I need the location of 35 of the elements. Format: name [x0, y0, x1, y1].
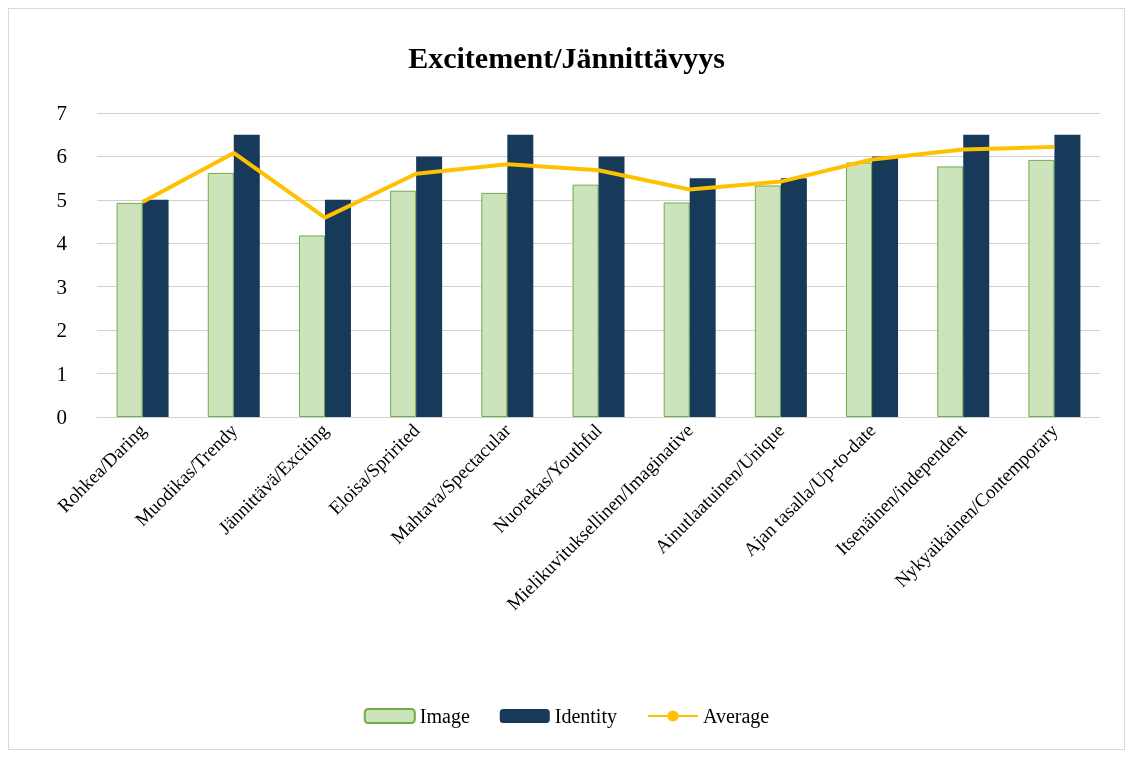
bar	[481, 192, 508, 417]
bar	[116, 202, 143, 417]
bar	[142, 199, 169, 417]
bar	[207, 172, 234, 417]
bar	[390, 190, 417, 417]
y-tick-label: 4	[56, 231, 68, 256]
bar	[507, 134, 534, 417]
bar	[846, 162, 873, 417]
bar	[598, 156, 625, 417]
bar	[298, 235, 325, 417]
y-tick-label: 0	[56, 405, 67, 429]
chart-title: Excitement/Jännittävyys	[408, 40, 725, 74]
bar	[963, 134, 990, 417]
bar	[780, 178, 807, 417]
bar	[416, 156, 443, 417]
legend-label: Average	[702, 705, 770, 728]
bar	[754, 185, 781, 417]
bar	[937, 166, 964, 417]
y-tick-label: 3	[56, 274, 67, 299]
legend-label: Identity	[554, 705, 617, 728]
bar	[663, 202, 690, 417]
bar	[1028, 159, 1055, 417]
y-tick-label: 2	[56, 318, 67, 343]
y-tick-label: 7	[56, 101, 67, 125]
legend-label: Image	[419, 705, 470, 728]
bar	[233, 134, 260, 417]
bar	[872, 156, 899, 417]
bar	[324, 199, 351, 417]
bar	[1054, 134, 1081, 417]
bar	[572, 184, 599, 417]
y-tick-label: 6	[56, 144, 67, 169]
y-tick-label: 1	[56, 361, 67, 386]
y-tick-label: 5	[56, 187, 67, 212]
line-series	[140, 144, 1057, 220]
bar	[689, 178, 716, 417]
